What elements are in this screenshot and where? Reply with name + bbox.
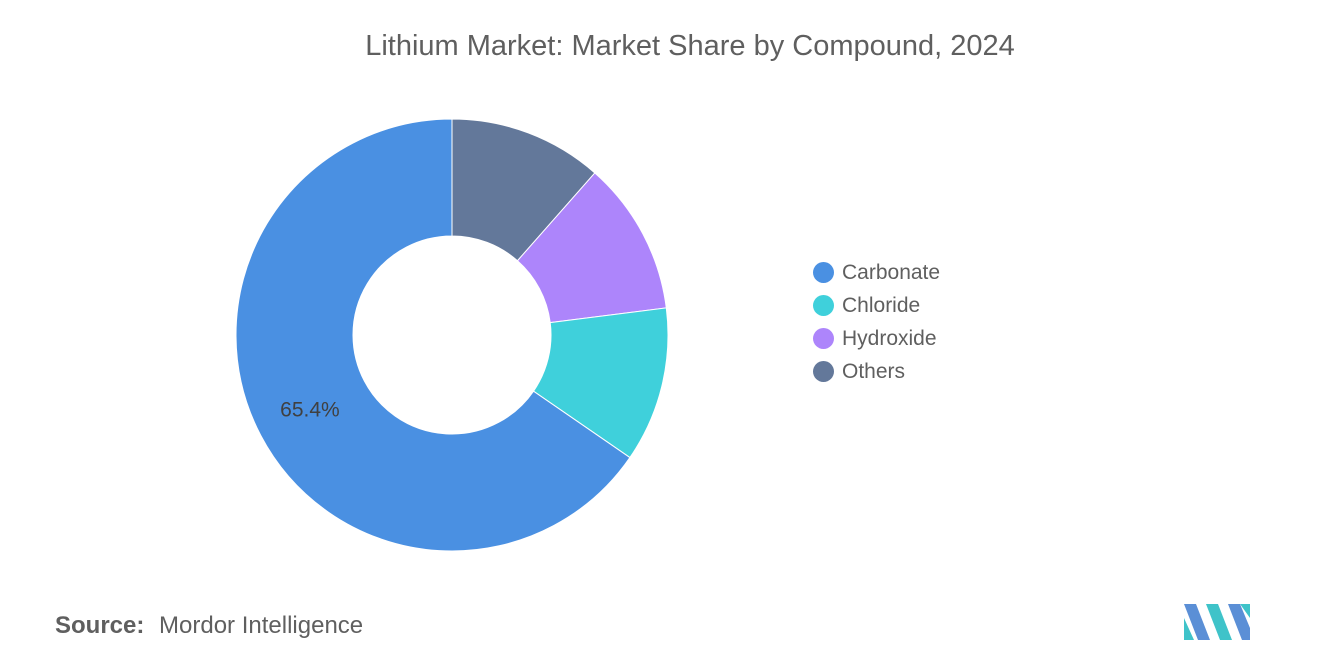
legend-swatch-chloride (813, 295, 834, 316)
logo-shape-middle (1206, 604, 1232, 640)
chart-legend: Carbonate Chloride Hydroxide Others (813, 256, 940, 388)
source-note: Source: Mordor Intelligence (55, 612, 363, 640)
logo-shape-right-accent (1240, 604, 1250, 618)
legend-label-hydroxide: Hydroxide (842, 326, 937, 350)
source-label: Source: (55, 612, 145, 639)
legend-swatch-carbonate (813, 262, 834, 283)
legend-item-carbonate: Carbonate (813, 256, 940, 289)
data-label-carbonate: 65.4% (280, 399, 340, 422)
legend-item-hydroxide: Hydroxide (813, 322, 940, 355)
legend-label-others: Others (842, 359, 906, 383)
legend-item-others: Others (813, 355, 940, 388)
slice-carbonate (235, 118, 631, 552)
legend-swatch-hydroxide (813, 328, 834, 349)
logo-shape-left (1184, 604, 1210, 640)
logo-shape-left-accent (1184, 618, 1194, 640)
legend-label-carbonate: Carbonate (842, 260, 941, 284)
logo-shape-right (1228, 604, 1250, 640)
source-text: Mordor Intelligence (159, 612, 364, 639)
legend-item-chloride: Chloride (813, 289, 940, 322)
legend-swatch-others (813, 361, 834, 382)
chart-title: Lithium Market: Market Share by Compound… (365, 30, 1015, 62)
mordor-intelligence-logo (1184, 604, 1250, 640)
legend-label-chloride: Chloride (842, 293, 921, 317)
